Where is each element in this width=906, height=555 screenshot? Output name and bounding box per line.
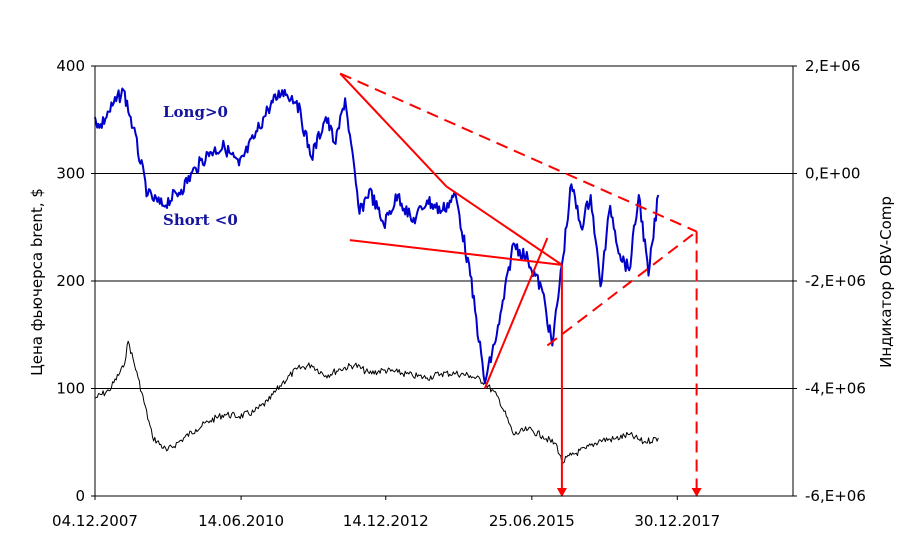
price-line (94, 340, 659, 464)
x-tick-label: 30.12.2017 (634, 512, 720, 530)
left-axis-label: Цена фьючерса brent, $ (28, 188, 46, 376)
trendline-dashed (546, 230, 698, 347)
trendline-solid (483, 237, 549, 389)
left-tick-label: 0 (75, 487, 85, 505)
indicator-series (94, 87, 660, 385)
price-series (94, 340, 659, 464)
trendline-solid (349, 239, 563, 266)
x-tick-label: 04.12.2007 (52, 512, 138, 530)
trendlines (339, 72, 702, 497)
right-axis-label: Индикатор OBV-Comp (877, 196, 895, 368)
right-tick-label: -6,E+06 (805, 487, 866, 505)
annotation-short: Short <0 (163, 211, 238, 229)
left-tick-label: 100 (56, 380, 85, 398)
left-tick-label: 400 (56, 57, 85, 75)
annotation-long: Long>0 (163, 103, 228, 121)
tick-labels: 0 100 200 300 400 -6,E+06 -4,E+06 -2,E+06 0,E+00… (52, 57, 866, 530)
right-tick-label: 0,E+00 (805, 165, 860, 183)
left-tick-label: 200 (56, 272, 85, 290)
x-tick-label: 14.06.2010 (198, 512, 284, 530)
axes (91, 65, 797, 500)
right-tick-label: -4,E+06 (805, 380, 866, 398)
grid (95, 65, 793, 389)
projection-arrowhead (691, 488, 702, 497)
right-tick-label: 2,E+06 (805, 57, 860, 75)
projection-arrowhead (556, 488, 567, 497)
right-tick-label: -2,E+06 (805, 272, 866, 290)
trendline-dashed (339, 72, 698, 233)
left-tick-label: 300 (56, 165, 85, 183)
trendline-solid (339, 72, 448, 188)
x-tick-label: 14.12.2012 (343, 512, 429, 530)
indicator-line (94, 87, 660, 385)
x-tick-label: 25.06.2015 (489, 512, 575, 530)
